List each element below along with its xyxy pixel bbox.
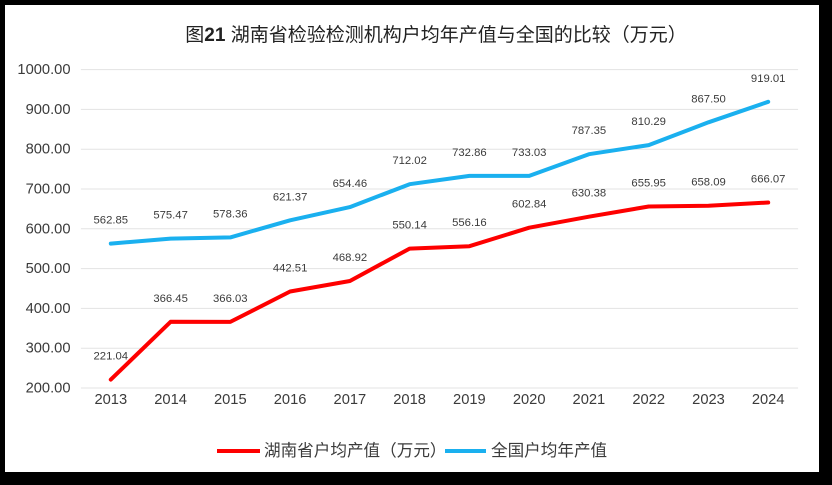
svg-text:654.46: 654.46	[333, 178, 368, 190]
svg-text:655.95: 655.95	[631, 178, 666, 190]
svg-text:787.35: 787.35	[572, 125, 607, 137]
svg-text:2016: 2016	[274, 392, 307, 408]
svg-text:366.03: 366.03	[213, 293, 248, 305]
svg-text:900.00: 900.00	[26, 102, 71, 118]
svg-text:800.00: 800.00	[26, 142, 71, 158]
svg-text:1000.00: 1000.00	[17, 62, 70, 78]
svg-text:366.45: 366.45	[153, 293, 188, 305]
svg-text:666.07: 666.07	[751, 174, 786, 186]
svg-text:600.00: 600.00	[26, 221, 71, 237]
svg-text:712.02: 712.02	[392, 155, 427, 167]
svg-text:810.29: 810.29	[631, 116, 666, 128]
svg-text:700.00: 700.00	[26, 182, 71, 198]
svg-text:2021: 2021	[573, 392, 606, 408]
svg-text:全国户均年产值: 全国户均年产值	[491, 441, 607, 460]
svg-text:550.14: 550.14	[392, 220, 427, 232]
svg-text:2017: 2017	[334, 392, 367, 408]
svg-text:630.38: 630.38	[572, 188, 607, 200]
svg-text:621.37: 621.37	[273, 191, 308, 203]
svg-text:湖南省户均产值（万元）: 湖南省户均产值（万元）	[264, 441, 447, 460]
svg-text:500.00: 500.00	[26, 261, 71, 277]
svg-text:442.51: 442.51	[273, 263, 308, 275]
svg-text:562.85: 562.85	[94, 215, 129, 227]
svg-text:733.03: 733.03	[512, 147, 547, 159]
svg-text:2024: 2024	[752, 392, 785, 408]
svg-text:2013: 2013	[94, 392, 127, 408]
svg-text:2015: 2015	[214, 392, 247, 408]
svg-text:2018: 2018	[393, 392, 426, 408]
svg-text:468.92: 468.92	[333, 252, 368, 264]
svg-text:400.00: 400.00	[26, 301, 71, 317]
svg-text:578.36: 578.36	[213, 208, 248, 220]
svg-text:575.47: 575.47	[153, 210, 188, 222]
svg-text:919.01: 919.01	[751, 73, 786, 85]
svg-text:200.00: 200.00	[26, 381, 71, 397]
svg-text:2019: 2019	[453, 392, 486, 408]
svg-text:867.50: 867.50	[691, 93, 726, 105]
svg-text:2022: 2022	[632, 392, 665, 408]
svg-text:221.04: 221.04	[94, 351, 129, 363]
svg-text:300.00: 300.00	[26, 341, 71, 357]
svg-text:2023: 2023	[692, 392, 725, 408]
svg-text:602.84: 602.84	[512, 199, 547, 211]
svg-text:2020: 2020	[513, 392, 546, 408]
svg-text:2014: 2014	[154, 392, 187, 408]
svg-text:658.09: 658.09	[691, 177, 726, 189]
svg-text:732.86: 732.86	[452, 147, 487, 159]
svg-text:556.16: 556.16	[452, 217, 487, 229]
